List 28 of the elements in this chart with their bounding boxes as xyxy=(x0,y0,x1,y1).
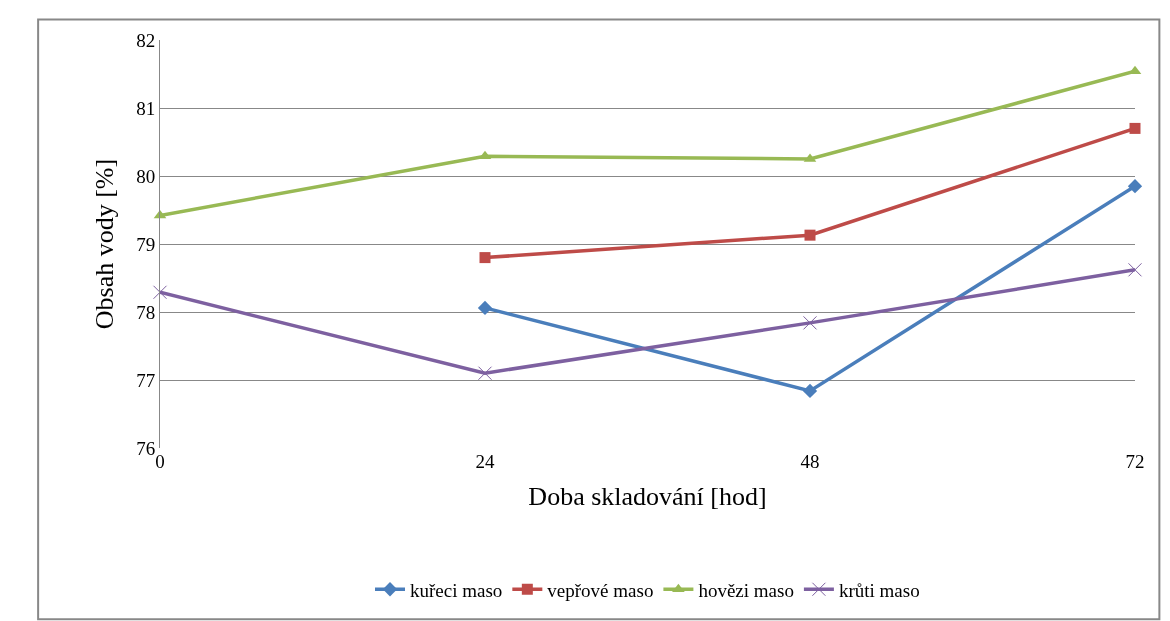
point xyxy=(1129,122,1141,134)
point xyxy=(478,150,492,160)
x-tick-label: 72 xyxy=(1125,451,1145,472)
x-tick-label: 24 xyxy=(475,451,495,472)
point xyxy=(153,285,167,300)
legend-label: krůti maso xyxy=(838,579,920,601)
y-tick-label: 82 xyxy=(136,29,156,51)
y-tick-label: 76 xyxy=(136,437,156,459)
point xyxy=(1128,262,1142,277)
y-tick-label: 77 xyxy=(136,369,156,391)
y-tick-label: 79 xyxy=(136,233,156,255)
legend-label: kuřeci maso xyxy=(410,579,503,601)
point xyxy=(479,252,491,264)
x-tick-label: 48 xyxy=(800,451,820,472)
x-tick-label: 0 xyxy=(155,451,165,472)
y-axis-title: Obsah vody [%] xyxy=(89,158,119,330)
point xyxy=(477,300,493,316)
point xyxy=(803,315,817,330)
legend-label: vepřové maso xyxy=(547,579,654,601)
y-tick-label: 80 xyxy=(136,165,156,187)
point xyxy=(802,383,818,399)
x-axis-title: Doba skladování [hod] xyxy=(528,481,767,511)
point xyxy=(1127,179,1143,194)
point xyxy=(478,366,492,381)
y-tick-label: 78 xyxy=(136,301,156,323)
legend-label: hovězi maso xyxy=(698,579,794,601)
y-tick-label: 81 xyxy=(136,97,156,119)
point xyxy=(804,229,816,241)
